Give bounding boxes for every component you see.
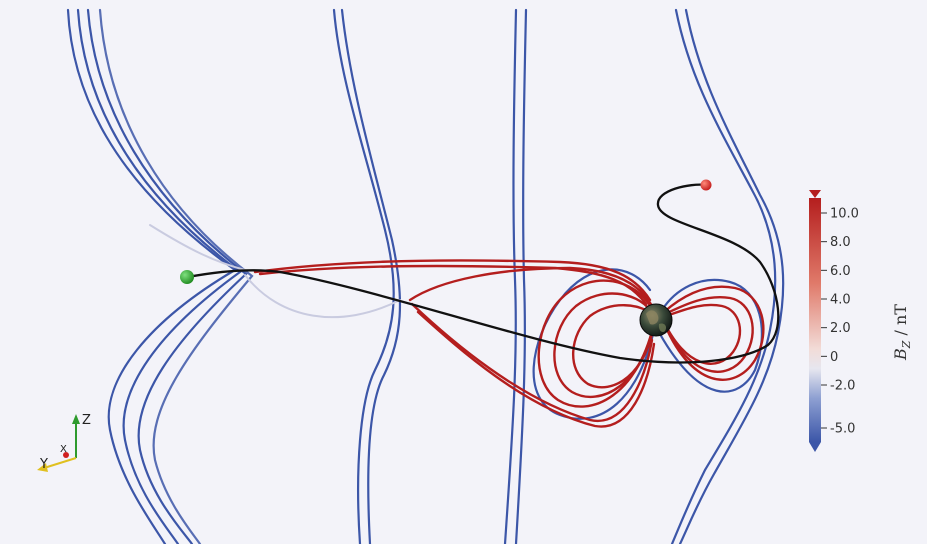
colorbar-tick-label: 6.0 <box>830 264 851 279</box>
colorbar-tick-label: 10.0 <box>830 207 859 222</box>
colorbar: 10.0 8.0 6.0 4.0 2.0 0 -2.0 -5.0 BZ / nT <box>809 190 913 452</box>
field-line <box>660 303 742 365</box>
field-line <box>98 8 254 544</box>
field-line <box>244 274 401 319</box>
colorbar-tick-label: 2.0 <box>830 321 851 336</box>
axis-z-label: Z <box>82 413 91 428</box>
field-line <box>253 259 652 302</box>
field-line <box>86 8 248 544</box>
colorbar-tick-label: 0 <box>830 350 838 365</box>
axes-orientation-triad: Z Y X <box>37 413 91 472</box>
field-line <box>76 8 242 544</box>
field-line <box>332 8 395 544</box>
field-line <box>532 268 657 420</box>
negative-field-lines <box>66 8 785 544</box>
field-line <box>653 278 763 393</box>
field-line <box>537 279 657 408</box>
colorbar-title: BZ / nT <box>891 304 913 361</box>
spacecraft-trajectory <box>186 183 780 364</box>
field-line <box>408 266 654 308</box>
colorbar-ramp <box>809 198 821 442</box>
positive-field-lines <box>253 259 765 428</box>
colorbar-ticks: 10.0 8.0 6.0 4.0 2.0 0 -2.0 -5.0 <box>821 207 859 437</box>
colorbar-tick-label: -2.0 <box>830 379 855 394</box>
colorbar-tick-label: -5.0 <box>830 422 855 437</box>
field-line <box>670 8 777 544</box>
field-line <box>149 224 246 271</box>
field-line <box>572 304 657 389</box>
start-marker-icon <box>180 270 194 284</box>
field-line <box>514 8 528 544</box>
colorbar-top-arrow <box>809 190 821 198</box>
colorbar-title-unit: / nT <box>891 304 910 341</box>
axis-y-label: Y <box>39 457 48 472</box>
field-line <box>553 292 657 398</box>
field-line <box>660 285 765 381</box>
earth-icon <box>639 303 673 337</box>
colorbar-tick-label: 4.0 <box>830 293 851 308</box>
colorbar-bottom-arrow <box>809 442 821 452</box>
colorbar-tick-label: 8.0 <box>830 235 851 250</box>
end-marker-icon <box>700 179 712 191</box>
field-line <box>410 302 654 423</box>
field-line <box>66 8 238 544</box>
axis-x-label: X <box>60 444 67 455</box>
neutral-field-lines <box>149 224 401 319</box>
field-line <box>416 310 656 428</box>
field-line <box>503 8 518 544</box>
colorbar-title-main: B <box>891 348 910 361</box>
colorbar-title-sub: Z <box>900 340 913 349</box>
field-line <box>340 8 402 544</box>
field-line <box>678 8 785 544</box>
field-line <box>660 296 754 373</box>
